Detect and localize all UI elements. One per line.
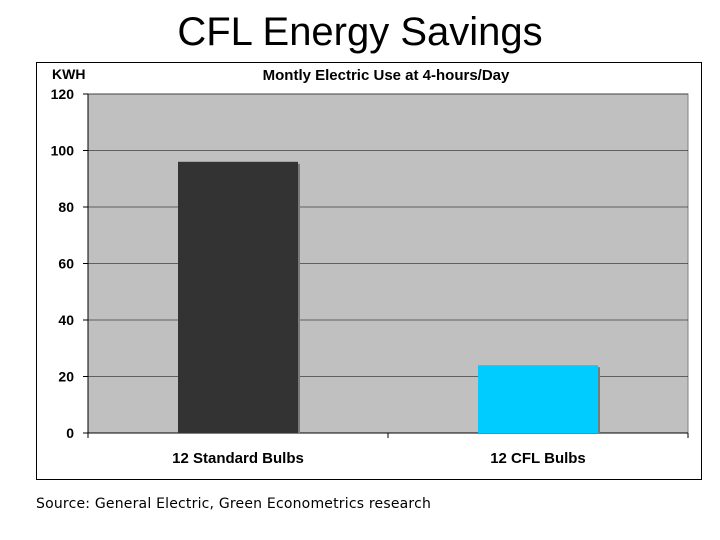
y-tick-label: 100 — [51, 143, 75, 159]
x-category-label: 12 CFL Bulbs — [490, 450, 586, 467]
y-tick-label: 20 — [58, 369, 74, 385]
y-tick-label: 60 — [58, 256, 74, 272]
y-tick-label: 120 — [51, 86, 75, 102]
bar-2 — [478, 365, 598, 433]
bar-1 — [178, 161, 298, 434]
chart-title: Montly Electric Use at 4-hours/Day — [263, 67, 510, 84]
slide-title: CFL Energy Savings — [177, 10, 543, 54]
y-tick-label: 40 — [58, 312, 74, 328]
y-tick-label: 80 — [58, 199, 74, 215]
source-note: Source: General Electric, Green Economet… — [36, 496, 432, 512]
y-tick-label: 0 — [66, 425, 74, 441]
y-axis-label: KWH — [52, 66, 85, 82]
x-category-label: 12 Standard Bulbs — [172, 450, 304, 467]
